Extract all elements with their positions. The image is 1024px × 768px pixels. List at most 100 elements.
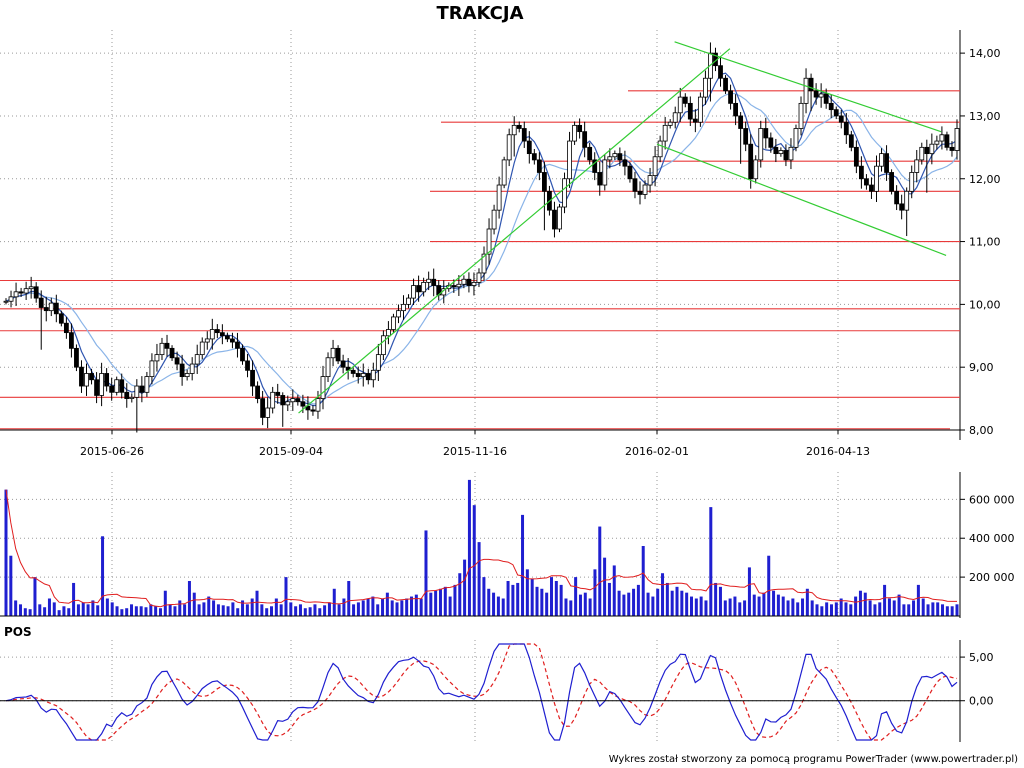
price-tick-label: 9,00: [969, 361, 994, 374]
volume-bar: [62, 606, 66, 616]
candle-body: [934, 140, 940, 145]
candle-body: [33, 286, 39, 299]
candle-body: [823, 93, 829, 104]
candle-body: [677, 96, 683, 114]
volume-bar: [892, 600, 896, 616]
volume-bar: [139, 606, 143, 616]
volume-bar: [163, 590, 167, 616]
candle-body: [69, 332, 74, 349]
volume-bar: [241, 600, 245, 616]
volume-bar: [4, 489, 8, 616]
volume-bar: [202, 602, 206, 616]
volume-bar: [327, 602, 331, 616]
candle-body: [300, 401, 306, 407]
candle-body: [481, 253, 487, 274]
volume-bar: [680, 590, 684, 616]
candle-body: [456, 283, 462, 288]
volume-bar: [810, 600, 814, 616]
candle-body: [647, 175, 653, 186]
candle-body: [280, 395, 286, 406]
volume-bar: [101, 536, 105, 616]
candle-body: [743, 128, 749, 145]
volume-bar: [694, 598, 698, 616]
candle-body: [104, 373, 110, 387]
volume-bar: [173, 606, 177, 616]
volume-bar: [270, 606, 274, 616]
volume-bar: [815, 604, 819, 616]
volume-bar: [361, 600, 365, 616]
candle-body: [667, 121, 673, 126]
volume-axis: 200 000 400 000 600 000: [0, 493, 1015, 617]
volume-bar: [125, 608, 129, 616]
candle-body: [773, 146, 779, 155]
candle-body: [541, 172, 547, 192]
price-tick-label: 11,00: [969, 236, 1001, 249]
volume-bar: [366, 598, 370, 616]
volume-bar: [801, 598, 805, 616]
candle-body: [879, 153, 884, 167]
volume-bar: [858, 590, 862, 616]
price-axis: 8,00 9,00 10,00 11,00 12,00 13,00 14,00: [960, 47, 1001, 437]
volume-bar: [728, 598, 732, 616]
volume-bar: [86, 604, 90, 616]
candle-body: [63, 322, 69, 334]
volume-bar: [622, 594, 626, 616]
candle-body: [391, 316, 396, 330]
volume-bar: [578, 594, 582, 616]
signal-line: [5, 643, 958, 741]
volume-tick-label: 200 000: [969, 571, 1015, 584]
candle-body: [869, 184, 874, 192]
candle-body: [360, 373, 366, 378]
chart-title: TRAKCJA: [436, 3, 523, 24]
trend-line: [298, 48, 731, 414]
oscillator-tick-label: 0,00: [969, 695, 994, 708]
volume-bar: [931, 602, 935, 616]
candle-body: [848, 134, 854, 148]
candle-body: [28, 286, 34, 290]
volume-bar: [689, 596, 693, 616]
volume-bar: [371, 596, 375, 616]
volume-bar: [506, 581, 510, 616]
volume-bar: [250, 598, 254, 616]
volume-bar: [950, 606, 954, 616]
candle-body: [260, 398, 266, 418]
volume-bar: [342, 598, 346, 616]
volume-bar: [255, 590, 259, 616]
volume-bar: [385, 592, 389, 616]
candle-body: [204, 338, 210, 343]
candle-body: [944, 134, 950, 148]
candle-body: [290, 398, 296, 403]
candle-body: [582, 131, 588, 148]
volume-bar: [130, 604, 134, 616]
volume-tick-label: 600 000: [969, 493, 1015, 506]
candle-body: [114, 379, 120, 393]
volume-bar: [178, 600, 182, 616]
candle-body: [250, 369, 255, 387]
candle-body: [521, 128, 527, 142]
candle-body: [929, 143, 935, 155]
candle-body: [778, 150, 784, 155]
volume-bar: [743, 600, 747, 616]
candle-body: [275, 391, 281, 396]
volume-bar: [545, 592, 549, 616]
oscillator-axis: 0,00 5,00: [0, 651, 994, 708]
volume-bar: [472, 505, 476, 616]
volume-average-line: [5, 489, 957, 608]
volume-bar: [438, 588, 442, 616]
candle-body: [828, 102, 834, 111]
volume-bar: [356, 602, 360, 616]
candle-body: [109, 385, 115, 393]
volume-bar: [805, 588, 809, 616]
candle-body: [18, 291, 24, 294]
volume-bar: [265, 608, 269, 616]
volume-bar: [535, 586, 539, 616]
candle-body: [94, 379, 99, 396]
volume-bar: [183, 604, 187, 616]
volume-bar: [226, 606, 230, 616]
volume-bar: [781, 596, 785, 616]
candle-body: [874, 165, 879, 192]
candle-body: [788, 146, 794, 161]
price-tick-label: 10,00: [969, 298, 1001, 311]
volume-bar: [665, 582, 669, 616]
volume-bar: [110, 602, 114, 616]
